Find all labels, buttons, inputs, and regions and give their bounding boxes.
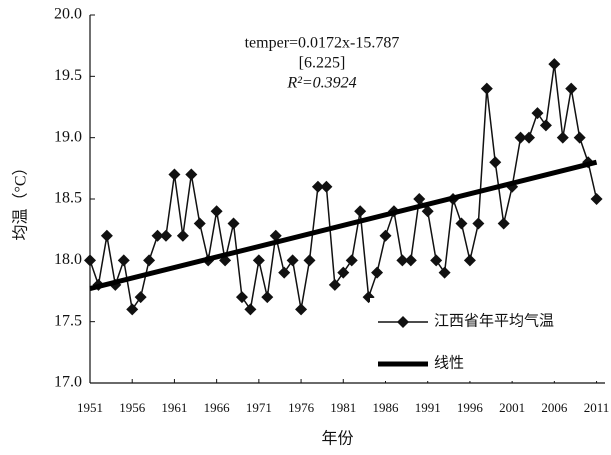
- point: [548, 58, 561, 71]
- point: [337, 266, 350, 279]
- point: [261, 291, 274, 304]
- point: [413, 193, 426, 205]
- point: [159, 229, 172, 242]
- point: [455, 217, 468, 230]
- y-tick-label: 19.0: [54, 128, 82, 145]
- point: [84, 254, 96, 267]
- point: [396, 254, 409, 267]
- point: [472, 217, 485, 230]
- point: [371, 266, 384, 279]
- y-tick-label: 17.5: [54, 312, 82, 329]
- point: [286, 254, 299, 267]
- x-tick-label: 1991: [415, 400, 441, 415]
- x-tick-label: 1951: [77, 400, 103, 415]
- point: [438, 266, 451, 279]
- point: [295, 303, 308, 316]
- point: [117, 254, 130, 267]
- point: [168, 168, 181, 181]
- y-tick-label: 18.5: [54, 190, 82, 207]
- x-tick-label: 2006: [541, 400, 568, 415]
- point: [185, 168, 198, 181]
- point: [269, 229, 282, 242]
- point: [210, 205, 223, 218]
- y-tick-label: 18.0: [54, 251, 82, 268]
- point: [244, 303, 257, 316]
- point: [497, 217, 510, 230]
- point: [176, 229, 189, 242]
- point: [565, 82, 578, 95]
- point: [100, 229, 113, 242]
- point: [227, 217, 240, 230]
- point: [514, 131, 527, 144]
- point: [252, 254, 265, 267]
- point: [590, 193, 603, 205]
- annotation: R²=0.3924: [286, 75, 356, 92]
- point: [523, 131, 536, 144]
- point: [311, 180, 324, 193]
- x-tick-label: 1966: [204, 400, 231, 415]
- point: [379, 229, 392, 242]
- point: [126, 303, 139, 316]
- point: [480, 82, 493, 95]
- point: [430, 254, 443, 267]
- x-tick-label: 2011: [584, 400, 610, 415]
- point: [421, 205, 434, 218]
- x-tick-label: 1981: [330, 400, 356, 415]
- y-tick-label: 19.5: [54, 67, 82, 84]
- trend-line: [89, 159, 598, 291]
- legend-label: 江西省年平均气温: [434, 312, 554, 329]
- point: [303, 254, 316, 267]
- y-axis-label: 均温（°C）: [12, 159, 30, 240]
- point: [193, 217, 206, 230]
- legend-marker: [397, 316, 409, 328]
- point: [320, 180, 333, 193]
- annotation: [6.225]: [299, 55, 346, 72]
- x-tick-label: 1961: [161, 400, 187, 415]
- point: [539, 119, 552, 132]
- point: [573, 131, 586, 144]
- point: [328, 278, 341, 291]
- x-tick-label: 1996: [457, 400, 484, 415]
- annotation: temper=0.0172x-15.787: [245, 35, 400, 52]
- x-tick-label: 1956: [119, 400, 146, 415]
- point: [489, 156, 502, 169]
- point: [404, 254, 417, 267]
- point: [143, 254, 156, 267]
- point: [134, 291, 147, 304]
- x-tick-label: 2001: [499, 400, 525, 415]
- y-tick-label: 17.0: [54, 374, 82, 391]
- point: [235, 291, 248, 304]
- x-tick-label: 1976: [288, 400, 315, 415]
- point: [151, 229, 164, 242]
- point: [354, 205, 367, 218]
- point: [556, 131, 569, 144]
- x-tick-label: 1971: [246, 400, 272, 415]
- point: [278, 266, 291, 279]
- x-axis-label: 年份: [321, 430, 353, 448]
- x-tick-label: 1986: [372, 400, 399, 415]
- legend-box: [370, 298, 603, 381]
- point: [531, 107, 544, 120]
- legend-label: 线性: [434, 354, 464, 371]
- point: [463, 254, 476, 267]
- point: [345, 254, 358, 267]
- y-tick-label: 20.0: [54, 6, 82, 23]
